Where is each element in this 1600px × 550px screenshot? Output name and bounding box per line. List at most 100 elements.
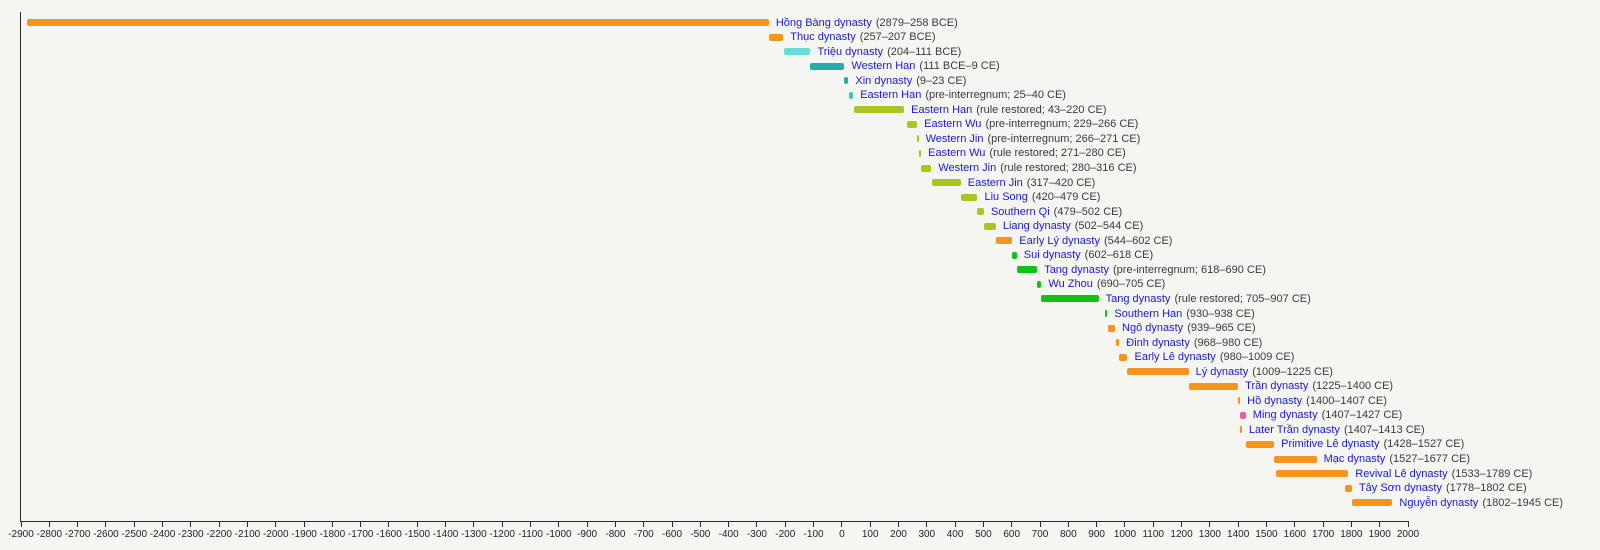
- dynasty-link[interactable]: Tang dynasty: [1044, 263, 1110, 276]
- timeline-bar[interactable]: [1188, 382, 1239, 390]
- timeline-bar[interactable]: [1107, 324, 1116, 332]
- axis-tick-label: 1100: [1142, 529, 1164, 540]
- timeline-bar[interactable]: [848, 91, 854, 99]
- dynasty-link[interactable]: Southern Han: [1114, 307, 1183, 320]
- timeline-bar[interactable]: [1238, 397, 1241, 405]
- dynasty-link[interactable]: Revival Lê dynasty: [1355, 467, 1448, 480]
- axis-tick: [1237, 522, 1239, 527]
- dynasty-label: Sui dynasty (602–618 CE): [1024, 248, 1153, 262]
- axis-tick: [331, 522, 333, 527]
- axis-tick: [1124, 522, 1126, 527]
- axis-tick: [360, 522, 362, 527]
- dynasty-dates: (111 BCE–9 CE): [919, 60, 1000, 73]
- timeline-bar[interactable]: [1274, 455, 1317, 463]
- timeline-bar[interactable]: [1105, 310, 1108, 317]
- dynasty-dates: (968–980 CE): [1193, 336, 1263, 349]
- dynasty-link[interactable]: Eastern Wu: [924, 118, 982, 131]
- timeline-bar[interactable]: [983, 222, 996, 230]
- dynasty-link[interactable]: Western Jin: [925, 132, 984, 145]
- timeline-bar[interactable]: [1119, 353, 1128, 361]
- dynasty-dates: (502–544 CE): [1074, 220, 1144, 233]
- axis-tick-label: -2800: [36, 529, 63, 540]
- dynasty-link[interactable]: Western Han: [851, 60, 916, 73]
- dynasty-link[interactable]: Eastern Jin: [967, 176, 1023, 189]
- axis-tick: [162, 522, 164, 527]
- dynasty-link[interactable]: Thục dynasty: [790, 31, 856, 44]
- dynasty-link[interactable]: Primitive Lê dynasty: [1281, 438, 1380, 451]
- dynasty-link[interactable]: Hồng Bàng dynasty: [775, 16, 872, 29]
- timeline-bar[interactable]: [1041, 295, 1099, 303]
- dynasty-link[interactable]: Southern Qi: [990, 205, 1050, 218]
- dynasty-link[interactable]: Eastern Wu: [928, 147, 986, 160]
- dynasty-dates: (1009–1225 CE): [1252, 365, 1333, 378]
- timeline-bar[interactable]: [1345, 484, 1352, 492]
- dynasty-link[interactable]: Ming dynasty: [1252, 409, 1318, 422]
- timeline-bar[interactable]: [844, 77, 849, 85]
- axis-tick: [1350, 522, 1352, 527]
- timeline-bar[interactable]: [1012, 251, 1017, 259]
- timeline-bar[interactable]: [960, 193, 978, 201]
- dynasty-link[interactable]: Đinh dynasty: [1126, 336, 1190, 349]
- dynasty-link[interactable]: Eastern Han: [860, 89, 922, 102]
- dynasty-link[interactable]: Liu Song: [984, 191, 1028, 204]
- timeline-bar[interactable]: [1240, 426, 1243, 434]
- dynasty-link[interactable]: Sui dynasty: [1023, 249, 1081, 262]
- axis-tick-label: 1700: [1311, 529, 1335, 540]
- timeline-bar[interactable]: [810, 62, 845, 70]
- axis-tick-label: -1200: [489, 529, 515, 540]
- dynasty-link[interactable]: Early Lê dynasty: [1134, 351, 1216, 364]
- dynasty-link[interactable]: Nguyễn dynasty: [1399, 496, 1479, 509]
- axis-tick: [1265, 522, 1267, 527]
- dynasty-link[interactable]: Tang dynasty: [1105, 292, 1171, 305]
- timeline-bar[interactable]: [995, 237, 1013, 245]
- axis-tick-label: -1800: [319, 529, 346, 540]
- timeline-bar[interactable]: [906, 120, 918, 128]
- dynasty-link[interactable]: Xin dynasty: [855, 74, 913, 87]
- axis-tick: [699, 522, 701, 527]
- axis-tick: [20, 522, 22, 527]
- dynasty-dates: (602–618 CE): [1084, 249, 1154, 262]
- timeline-bar[interactable]: [26, 19, 769, 26]
- dynasty-link[interactable]: Liang dynasty: [1002, 220, 1071, 233]
- timeline-bar[interactable]: [918, 149, 922, 157]
- timeline-bar[interactable]: [921, 164, 932, 172]
- timeline-bar[interactable]: [1246, 440, 1275, 448]
- dynasty-link[interactable]: Early Lý dynasty: [1019, 234, 1100, 247]
- axis-tick-label: 500: [975, 529, 992, 540]
- dynasty-link[interactable]: Hồ dynasty: [1247, 394, 1303, 407]
- axis-tick: [643, 522, 645, 527]
- dynasty-label: Southern Qi (479–502 CE): [991, 205, 1122, 219]
- dynasty-label: Liang dynasty (502–544 CE): [1003, 219, 1143, 233]
- timeline-bar[interactable]: [1275, 470, 1349, 478]
- dynasty-link[interactable]: Trần dynasty: [1245, 380, 1309, 393]
- dynasty-link[interactable]: Later Trần dynasty: [1248, 423, 1340, 436]
- dynasty-link[interactable]: Triệu dynasty: [817, 45, 884, 58]
- timeline-bar[interactable]: [1016, 266, 1038, 274]
- axis-tick-label: 1800: [1340, 529, 1363, 540]
- axis-tick: [728, 522, 730, 527]
- dynasty-dates: (1407–1413 CE): [1343, 423, 1425, 436]
- dynasty-dates: (pre-interregnum; 618–690 CE): [1113, 263, 1266, 276]
- timeline-bar[interactable]: [917, 135, 920, 143]
- dynasty-link[interactable]: Wu Zhou: [1048, 278, 1093, 291]
- dynasty-label: Early Lê dynasty (980–1009 CE): [1134, 350, 1294, 364]
- dynasty-dates: (980–1009 CE): [1219, 351, 1295, 364]
- axis-tick-label: -2500: [121, 529, 148, 540]
- dynasty-link[interactable]: Eastern Han: [911, 103, 973, 116]
- timeline-bar[interactable]: [854, 106, 905, 114]
- timeline-bar[interactable]: [977, 208, 984, 216]
- timeline-bar[interactable]: [769, 33, 784, 41]
- dynasty-link[interactable]: Mạc dynasty: [1323, 453, 1386, 465]
- dynasty-link[interactable]: Ngô dynasty: [1122, 322, 1184, 335]
- dynasty-link[interactable]: Western Jin: [938, 162, 997, 174]
- timeline-bar[interactable]: [1037, 280, 1042, 288]
- axis-tick-label: -2100: [234, 529, 261, 540]
- timeline-bar[interactable]: [1115, 339, 1120, 347]
- timeline-bar[interactable]: [1351, 499, 1393, 507]
- timeline-bar[interactable]: [784, 48, 811, 56]
- timeline-bar[interactable]: [1127, 368, 1189, 376]
- dynasty-link[interactable]: Lý dynasty: [1195, 365, 1249, 378]
- timeline-bar[interactable]: [1240, 411, 1246, 419]
- dynasty-link[interactable]: Tây Sơn dynasty: [1358, 482, 1442, 495]
- timeline-bar[interactable]: [931, 179, 961, 187]
